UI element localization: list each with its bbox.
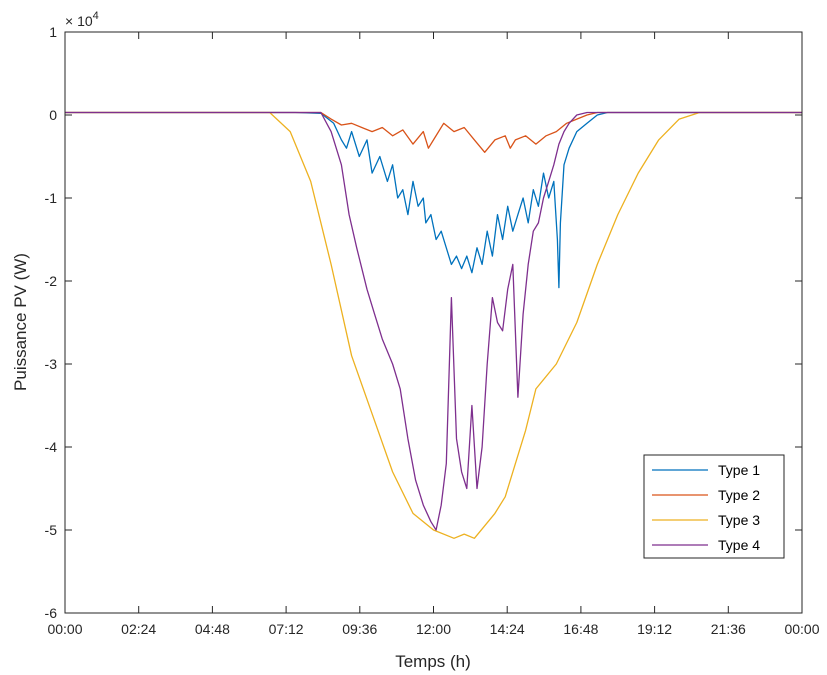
x-tick-label: 02:24	[121, 621, 156, 637]
y-tick-label: 1	[49, 24, 57, 40]
x-tick-label: 00:00	[784, 621, 819, 637]
series-line-type-4	[65, 111, 802, 531]
x-tick-label: 07:12	[269, 621, 304, 637]
x-tick-label: 00:00	[47, 621, 82, 637]
y-exponent-label: × 104	[65, 10, 99, 29]
legend-label-type-1: Type 1	[718, 462, 760, 478]
x-tick-label: 04:48	[195, 621, 230, 637]
x-tick-label: 16:48	[563, 621, 598, 637]
y-tick-label: -4	[45, 439, 58, 455]
legend: Type 1 Type 2 Type 3 Type 4	[643, 454, 785, 559]
legend-label-type-3: Type 3	[718, 512, 760, 528]
y-tick-label: 0	[49, 107, 57, 123]
x-tick-label: 09:36	[342, 621, 377, 637]
series-line-type-2	[65, 111, 802, 153]
x-tick-label: 21:36	[711, 621, 746, 637]
x-axis-title: Temps (h)	[395, 652, 471, 671]
y-tick-label: -2	[45, 273, 58, 289]
legend-label-type-2: Type 2	[718, 487, 760, 503]
y-tick-label: -1	[45, 190, 58, 206]
x-tick-label: 14:24	[490, 621, 525, 637]
x-axis: 00:00 02:24 04:48 07:12 09:36 12:00 14:24 16:48…	[47, 32, 820, 637]
series-line-type-3	[65, 111, 802, 539]
y-tick-label: -3	[45, 356, 58, 372]
y-exponent-power: 4	[93, 10, 99, 22]
y-axis: 1 0 -1 -2 -3 -4 -5 -6	[45, 24, 802, 621]
x-tick-label: 19:12	[637, 621, 672, 637]
y-axis-title: Puissance PV (W)	[11, 253, 30, 391]
x-tick-label: 12:00	[416, 621, 451, 637]
series-layer	[65, 111, 802, 539]
legend-label-type-4: Type 4	[718, 537, 760, 553]
y-tick-label: -6	[45, 605, 58, 621]
legend-box	[643, 454, 785, 559]
series-line-type-1	[65, 111, 802, 289]
y-tick-label: -5	[45, 522, 58, 538]
